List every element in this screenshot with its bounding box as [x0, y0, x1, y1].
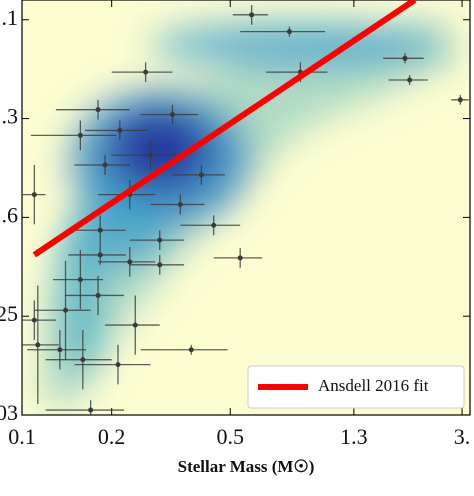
y-tick-label: .3 — [2, 104, 19, 129]
points — [22, 0, 469, 415]
density — [22, 0, 470, 415]
point — [117, 127, 123, 133]
legend: Ansdell 2016 fit — [247, 365, 465, 409]
legend-box — [247, 365, 465, 409]
point — [148, 152, 154, 158]
point — [402, 55, 408, 61]
point — [211, 222, 217, 228]
point — [237, 255, 243, 261]
x-axis-label: Stellar Mass (M☉) — [178, 457, 315, 476]
point — [407, 77, 413, 83]
point — [143, 69, 149, 75]
point — [177, 202, 183, 208]
point — [88, 407, 94, 413]
point — [31, 192, 37, 198]
point — [102, 162, 108, 168]
point — [198, 172, 204, 178]
y-tick-label: .1 — [2, 5, 19, 30]
x-tick-label: 3. — [454, 424, 471, 449]
y-tick-label: 03 — [0, 400, 18, 425]
point — [115, 362, 121, 368]
fit-line — [32, 0, 417, 258]
point — [97, 227, 103, 233]
point — [77, 277, 83, 283]
point — [157, 262, 163, 268]
point — [31, 317, 37, 323]
plot-frame — [21, 0, 471, 416]
point — [63, 307, 69, 313]
point — [77, 132, 83, 138]
x-tick-label: 0.1 — [8, 424, 36, 449]
x-tick-label: 1.3 — [340, 424, 368, 449]
y-tick-label: .6 — [2, 202, 19, 227]
point — [457, 97, 463, 103]
point — [80, 357, 86, 363]
point — [35, 342, 41, 348]
x-tick-label: 0.5 — [216, 424, 244, 449]
point — [95, 292, 101, 298]
point — [127, 259, 133, 265]
legend-label: Ansdell 2016 fit — [318, 376, 429, 395]
point — [169, 112, 175, 118]
point — [95, 107, 101, 113]
point — [249, 12, 255, 18]
point — [157, 237, 163, 243]
point — [132, 322, 138, 328]
point — [97, 252, 103, 258]
point — [57, 347, 63, 353]
x-tick-label: 0.2 — [98, 424, 126, 449]
point — [188, 347, 194, 353]
point — [286, 29, 292, 35]
y-tick-label: 25 — [0, 301, 18, 326]
